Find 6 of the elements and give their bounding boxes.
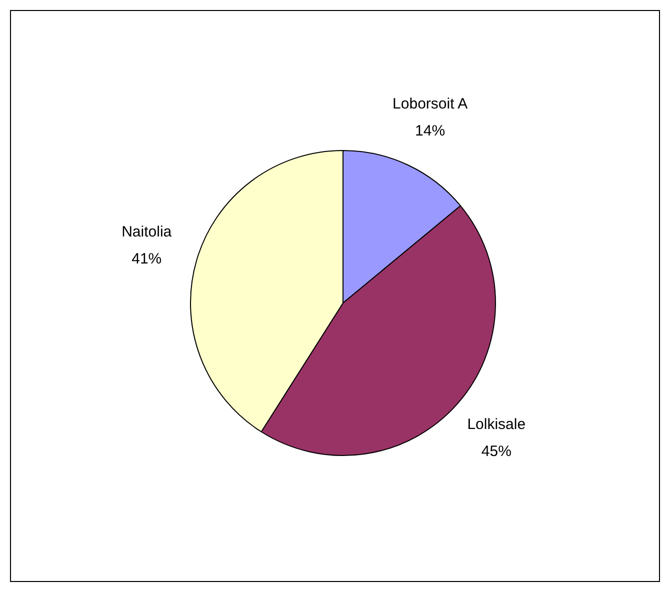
slice-label: Naitolia xyxy=(122,224,172,241)
slice-label: Loborsoit A xyxy=(392,96,468,113)
data-label: 14% xyxy=(415,122,446,140)
data-label: 41% xyxy=(132,250,162,268)
data-label: 45% xyxy=(481,442,512,460)
slice-label: Lolkisale xyxy=(467,416,526,433)
